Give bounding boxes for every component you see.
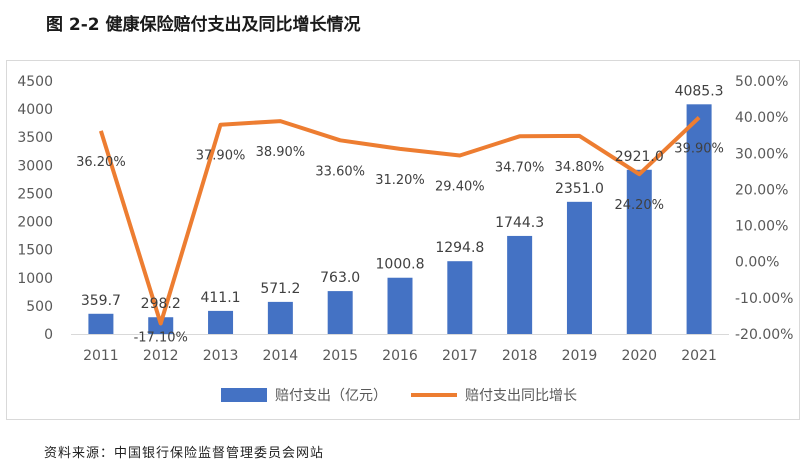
x-tick-label: 2019 (562, 348, 598, 364)
y-left-tick-label: 3000 (17, 158, 53, 174)
bar (208, 310, 234, 334)
bar-value-label: 298.2 (141, 296, 181, 312)
y-left-tick-label: 4000 (17, 102, 53, 118)
x-tick-label: 2014 (263, 348, 299, 364)
bar (148, 317, 174, 334)
x-tick-label: 2017 (442, 348, 478, 364)
bar-value-label: 1294.8 (435, 240, 484, 256)
bar (267, 301, 293, 334)
y-left-tick-label: 2000 (17, 215, 53, 231)
bar-value-label: 2351.0 (555, 181, 604, 197)
y-right-tick-label: 30.00% (735, 146, 788, 162)
bar-value-label: 411.1 (200, 290, 240, 306)
x-tick-label: 2011 (83, 348, 119, 364)
x-tick-label: 2013 (203, 348, 239, 364)
bar (327, 291, 353, 334)
line-value-label: 24.20% (614, 198, 664, 213)
y-left-tick-label: 2500 (17, 186, 53, 202)
y-right-tick-label: -20.00% (735, 327, 793, 343)
bar-value-label: 359.7 (81, 293, 121, 309)
line-value-label: 34.70% (495, 160, 545, 175)
bar (88, 313, 114, 334)
bar-value-label: 763.0 (320, 270, 360, 286)
y-left-tick-label: 4500 (17, 74, 53, 90)
line-value-label: 39.90% (674, 142, 724, 157)
x-tick-label: 2018 (502, 348, 538, 364)
line-value-label: -17.10% (134, 331, 188, 346)
x-tick-label: 2021 (681, 348, 717, 364)
bar-value-label: 4085.3 (675, 83, 724, 99)
y-right-tick-label: 10.00% (735, 219, 788, 235)
y-right-tick-label: -10.00% (735, 291, 793, 307)
x-tick-label: 2015 (322, 348, 358, 364)
bar (387, 277, 413, 334)
legend-bar-swatch (221, 388, 267, 402)
line-value-label: 31.20% (375, 173, 425, 188)
line-value-label: 37.90% (196, 149, 246, 164)
bar (507, 235, 533, 334)
line-value-label: 34.80% (555, 160, 605, 175)
legend-bar-label: 赔付支出（亿元） (275, 388, 387, 404)
bar-value-label: 1744.3 (495, 215, 544, 231)
x-tick-label: 2020 (621, 348, 657, 364)
figure-title: 图 2-2 健康保险赔付支出及同比增长情况 (46, 15, 361, 35)
y-left-tick-label: 500 (26, 299, 53, 315)
bar-value-label: 2921.0 (615, 149, 664, 165)
y-right-tick-label: 40.00% (735, 110, 788, 126)
y-right-tick-label: 20.00% (735, 182, 788, 198)
y-left-tick-label: 1000 (17, 271, 53, 287)
bar (447, 261, 473, 334)
line-value-label: 38.90% (256, 145, 306, 160)
line-value-label: 36.20% (76, 155, 126, 170)
y-left-tick-label: 3500 (17, 130, 53, 146)
y-right-tick-label: 50.00% (735, 74, 788, 90)
bar (686, 104, 712, 334)
chart-area: 0 500 1000 1500 2000 2500 3000 3500 4000 4500 -20.… (6, 60, 800, 420)
bar-value-label: 1000.8 (376, 257, 425, 273)
x-tick-label: 2016 (382, 348, 418, 364)
y-left-tick-label: 1500 (17, 243, 53, 259)
line-value-label: 33.60% (315, 164, 365, 179)
x-tick-label: 2012 (143, 348, 179, 364)
bar (626, 169, 652, 334)
bar (566, 201, 592, 334)
legend-line-label: 赔付支出同比增长 (465, 388, 577, 404)
y-right-tick-label: 0.00% (735, 255, 779, 271)
source-note: 资料来源：中国银行保险监督管理委员会网站 (44, 446, 325, 461)
line-value-label: 29.40% (435, 179, 485, 194)
bar-value-label: 571.2 (260, 281, 300, 297)
y-left-tick-label: 0 (44, 327, 53, 343)
combo-chart: 0 500 1000 1500 2000 2500 3000 3500 4000 4500 -20.… (17, 74, 793, 404)
